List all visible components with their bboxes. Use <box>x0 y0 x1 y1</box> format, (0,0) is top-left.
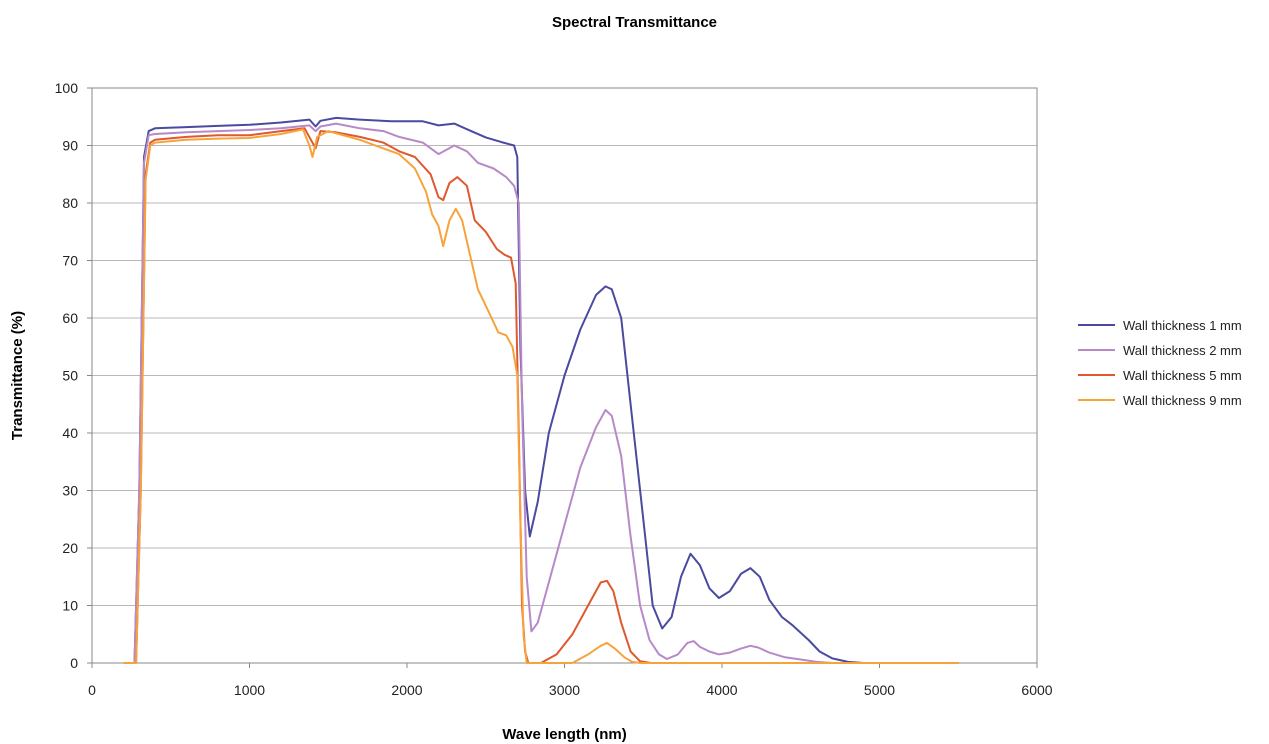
y-tick-label: 60 <box>62 310 78 326</box>
x-tick-label: 6000 <box>1021 682 1052 698</box>
legend-label: Wall thickness 1 mm <box>1123 318 1242 333</box>
legend-label: Wall thickness 9 mm <box>1123 393 1242 408</box>
x-axis-title: Wave length (nm) <box>502 726 626 743</box>
legend-label: Wall thickness 5 mm <box>1123 368 1242 383</box>
series-lines <box>123 116 959 664</box>
legend: Wall thickness 1 mm Wall thickness 2 mm Wa… <box>1078 318 1242 408</box>
x-tick-label: 0 <box>88 682 96 698</box>
y-tick-label: 50 <box>62 368 78 384</box>
chart-title: Spectral Transmittance <box>551 14 718 31</box>
y-tick-label: 80 <box>62 195 78 211</box>
y-tick-label: 90 <box>62 138 78 154</box>
x-tick-label: 4000 <box>706 682 737 698</box>
x-tick-label: 2000 <box>391 682 422 698</box>
y-tick-label: 10 <box>62 598 78 614</box>
series-line-9mm <box>123 128 959 664</box>
x-tick-label: 3000 <box>549 682 580 698</box>
y-tick-label: 30 <box>62 483 78 499</box>
series-line-5mm <box>123 127 959 664</box>
y-tick-label: 70 <box>62 253 78 269</box>
x-tick-label: 5000 <box>864 682 895 698</box>
legend-label: Wall thickness 2 mm <box>1123 343 1242 358</box>
y-axis-title: Transmittance (%) <box>9 311 26 440</box>
series-line-1mm <box>123 116 959 664</box>
y-tick-label: 0 <box>70 655 78 671</box>
y-tick-label: 20 <box>62 540 78 556</box>
y-tick-label: 100 <box>55 80 79 96</box>
y-tick-label: 40 <box>62 425 78 441</box>
x-tick-label: 1000 <box>234 682 265 698</box>
series-line-2mm <box>123 122 959 664</box>
